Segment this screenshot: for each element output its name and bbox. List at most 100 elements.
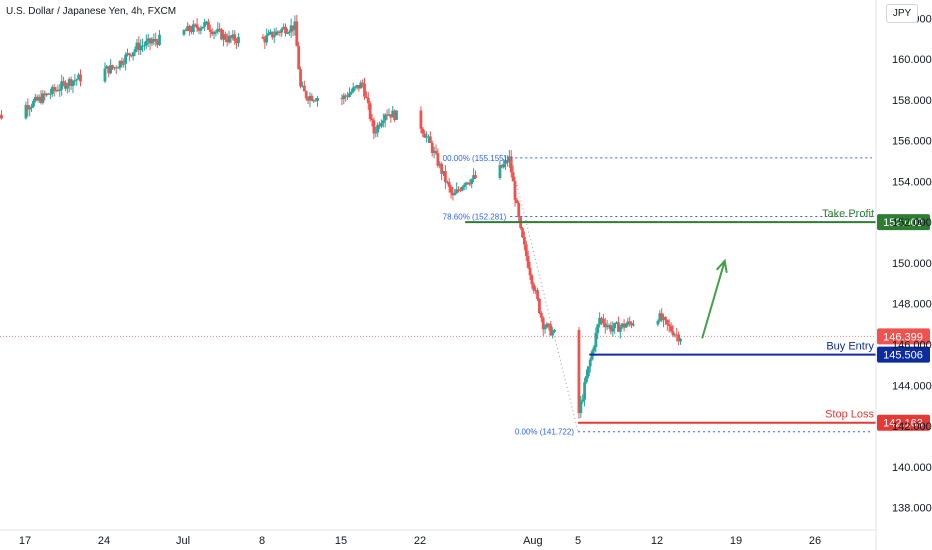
candle-body bbox=[679, 338, 682, 342]
fib-level-label: 78.60% (152.281) bbox=[443, 212, 507, 221]
candle-body bbox=[199, 28, 203, 31]
candle-body bbox=[233, 34, 237, 41]
candle-body bbox=[203, 21, 207, 27]
candle-body bbox=[237, 36, 240, 44]
candle-body bbox=[583, 382, 586, 400]
x-tick-label: 15 bbox=[335, 535, 347, 547]
candle-body bbox=[543, 327, 547, 330]
candle-body bbox=[470, 179, 474, 184]
candle-body bbox=[541, 317, 545, 330]
candle-body bbox=[126, 53, 129, 55]
candle-body bbox=[133, 49, 137, 53]
y-tick-label: 146.000 bbox=[892, 340, 932, 352]
candle-body bbox=[131, 52, 135, 57]
candle-body bbox=[191, 24, 195, 32]
candle-body bbox=[521, 228, 524, 238]
candle-body bbox=[206, 21, 210, 30]
candle-body bbox=[468, 183, 472, 185]
candle-body bbox=[107, 66, 111, 74]
candle-body bbox=[152, 38, 156, 42]
y-tick-label: 150.000 bbox=[892, 258, 932, 270]
candle-body bbox=[197, 28, 201, 31]
candle-body bbox=[114, 67, 118, 69]
candle-body bbox=[69, 79, 73, 86]
candle-body bbox=[359, 82, 363, 89]
candle-body bbox=[146, 38, 150, 41]
candle-body bbox=[105, 66, 109, 69]
candle-body bbox=[440, 163, 444, 174]
candle-body bbox=[212, 31, 216, 35]
candle-body bbox=[656, 320, 660, 325]
candle-body bbox=[522, 237, 526, 245]
candle-body bbox=[269, 31, 272, 33]
y-tick-label: 140.000 bbox=[892, 462, 932, 474]
candle-body bbox=[79, 74, 82, 82]
candle-body bbox=[37, 96, 41, 101]
x-tick-label: 19 bbox=[730, 535, 742, 547]
x-tick-label: Jul bbox=[176, 535, 190, 547]
candle-body bbox=[312, 100, 316, 102]
candle-body bbox=[588, 359, 592, 367]
candle-body bbox=[71, 80, 75, 86]
candle-body bbox=[261, 36, 265, 39]
candle-body bbox=[507, 156, 511, 163]
candle-body bbox=[299, 69, 302, 87]
candle-body bbox=[528, 267, 532, 276]
current-price-tag bbox=[877, 328, 930, 345]
candle-body bbox=[54, 89, 58, 91]
candle-body bbox=[622, 323, 626, 328]
currency-button[interactable]: JPY bbox=[886, 4, 918, 23]
candle-body bbox=[445, 181, 449, 183]
candle-body bbox=[438, 163, 442, 166]
candle-body bbox=[673, 334, 677, 336]
candle-body bbox=[223, 34, 227, 40]
candle-body bbox=[393, 110, 397, 120]
candle-body bbox=[630, 322, 634, 326]
candle-body bbox=[229, 35, 233, 39]
candle-body bbox=[665, 319, 669, 325]
level-name: Buy Entry bbox=[826, 341, 874, 353]
candle-body bbox=[150, 41, 154, 44]
candle-body bbox=[139, 45, 143, 51]
y-tick-label: 152.000 bbox=[892, 217, 932, 229]
candle-body bbox=[617, 322, 620, 332]
candle-body bbox=[141, 45, 144, 47]
candle-body bbox=[56, 89, 60, 92]
candle-body bbox=[594, 332, 598, 348]
candle-body bbox=[538, 299, 541, 314]
candle-body bbox=[442, 171, 445, 174]
candle-body bbox=[103, 68, 107, 82]
candle-body bbox=[308, 95, 312, 101]
candle-body bbox=[524, 244, 528, 257]
candle-body bbox=[387, 114, 391, 116]
candle-body bbox=[120, 60, 124, 65]
candle-body bbox=[297, 46, 301, 70]
candle-body bbox=[351, 87, 355, 92]
candle-body bbox=[220, 29, 223, 40]
candle-body bbox=[218, 28, 222, 30]
candle-body bbox=[30, 106, 33, 109]
candle-body bbox=[274, 31, 278, 36]
candle-body bbox=[316, 98, 319, 101]
candle-body bbox=[201, 26, 205, 29]
candle-body bbox=[143, 45, 146, 47]
candle-body bbox=[214, 31, 218, 33]
candle-body bbox=[596, 324, 600, 333]
candle-body bbox=[346, 96, 349, 98]
projection-arrow bbox=[701, 258, 728, 339]
candle-body bbox=[154, 38, 158, 42]
candle-body bbox=[662, 317, 665, 321]
candle-body bbox=[434, 150, 438, 154]
candle-body bbox=[43, 93, 47, 96]
x-tick-label: 24 bbox=[98, 535, 110, 547]
candle-body bbox=[310, 95, 314, 101]
candle-body bbox=[632, 324, 635, 326]
candle-body bbox=[423, 133, 427, 138]
candle-body bbox=[613, 323, 617, 329]
candle-body bbox=[45, 93, 49, 96]
candle-body bbox=[225, 39, 229, 43]
candle-body bbox=[278, 31, 282, 33]
fib-level-label: 00.00% (155.155) bbox=[443, 154, 507, 163]
candle-body bbox=[592, 347, 596, 352]
candle-body bbox=[667, 324, 671, 327]
